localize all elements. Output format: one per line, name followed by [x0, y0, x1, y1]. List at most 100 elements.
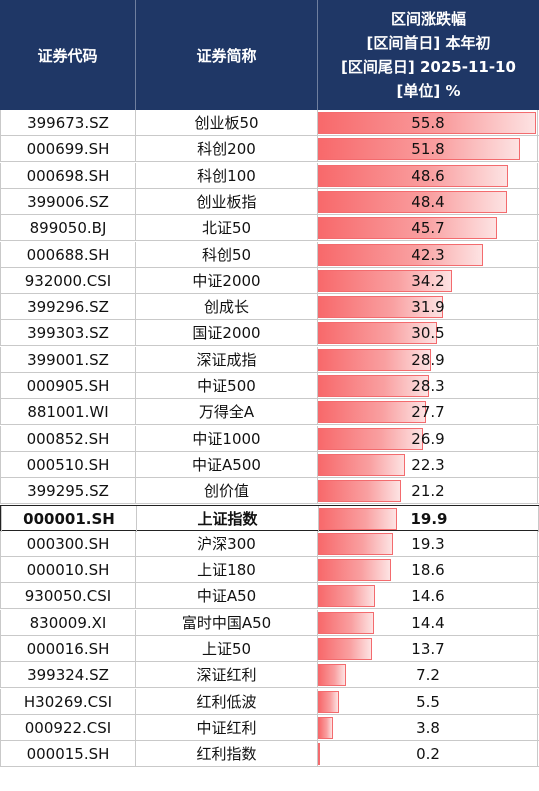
security-code: 932000.CSI [0, 267, 136, 294]
return-bar [318, 532, 394, 555]
table-row: 000922.CSI 中证红利 3.8 [0, 714, 539, 741]
table-row: 399673.SZ 创业板50 55.8 [0, 110, 539, 136]
return-cell: 42.3 [318, 241, 538, 268]
return-value: 22.3 [411, 455, 445, 474]
table-row: 000001.SH 上证指数 19.9 [0, 504, 539, 532]
security-name: 上证指数 [137, 505, 319, 532]
table-row: 930050.CSI 中证A50 14.6 [0, 583, 539, 610]
security-name: 创业板指 [136, 188, 318, 215]
return-value: 27.7 [411, 403, 445, 422]
security-code: 000510.SH [0, 451, 136, 478]
security-name: 科创200 [136, 136, 318, 163]
return-value: 18.6 [411, 561, 445, 580]
security-name: 创价值 [136, 478, 318, 505]
security-code: 399324.SZ [0, 662, 136, 689]
security-code: 000922.CSI [0, 714, 136, 741]
security-name: 深证成指 [136, 346, 318, 373]
header-value-line-3: [区间尾日] 2025-11-10 [341, 58, 516, 76]
return-cell: 27.7 [318, 399, 538, 426]
header-code: 证券代码 [0, 0, 136, 110]
security-code: 399006.SZ [0, 188, 136, 215]
return-cell: 30.5 [318, 320, 538, 347]
security-code: 899050.BJ [0, 215, 136, 242]
return-bar [318, 664, 347, 687]
security-code: 000698.SH [0, 162, 136, 189]
header-value-line-1: 区间涨跌幅 [390, 10, 466, 28]
return-cell: 14.4 [318, 609, 538, 636]
return-bar [318, 611, 375, 634]
table-row: 830009.XI 富时中国A50 14.4 [0, 609, 539, 636]
security-code: 930050.CSI [0, 583, 136, 610]
security-name: 红利低波 [136, 688, 318, 715]
return-value: 26.9 [411, 429, 445, 448]
return-cell: 19.3 [318, 530, 538, 557]
table-row: 000699.SH 科创200 51.8 [0, 136, 539, 163]
security-name: 深证红利 [136, 662, 318, 689]
return-value: 3.8 [416, 718, 440, 737]
table-row: 000015.SH 红利指数 0.2 [0, 741, 539, 768]
return-cell: 45.7 [318, 215, 538, 242]
security-name: 沪深300 [136, 530, 318, 557]
security-name: 国证2000 [136, 320, 318, 347]
security-name: 北证50 [136, 215, 318, 242]
table-row: 000300.SH 沪深300 19.3 [0, 530, 539, 557]
security-code: 000688.SH [0, 241, 136, 268]
header-value-line-2: [区间首日] 本年初 [366, 34, 491, 52]
return-bar [318, 190, 508, 213]
security-name: 创成长 [136, 294, 318, 321]
return-value: 5.5 [416, 692, 440, 711]
return-cell: 3.8 [318, 714, 538, 741]
return-bar [318, 348, 431, 371]
security-name: 中证500 [136, 373, 318, 399]
security-code: 000010.SH [0, 557, 136, 584]
return-cell: 22.3 [318, 451, 538, 478]
return-bar [318, 743, 320, 766]
return-bar [318, 322, 438, 345]
return-value: 30.5 [411, 324, 445, 343]
security-code: 881001.WI [0, 399, 136, 426]
return-value: 14.6 [411, 587, 445, 606]
return-bar [318, 138, 521, 161]
return-bar [318, 112, 536, 134]
security-name: 中证A50 [136, 583, 318, 610]
return-cell: 18.6 [318, 557, 538, 584]
return-value: 13.7 [411, 640, 445, 658]
return-cell: 31.9 [318, 294, 538, 321]
return-cell: 13.7 [318, 636, 538, 662]
table-row: 000852.SH 中证1000 26.9 [0, 425, 539, 452]
return-bar [318, 638, 372, 660]
return-cell: 55.8 [318, 110, 538, 136]
return-cell: 48.6 [318, 162, 538, 189]
return-cell: 51.8 [318, 136, 538, 163]
return-bar [318, 480, 401, 503]
return-cell: 28.3 [318, 373, 538, 399]
return-bar [319, 507, 397, 530]
return-value: 28.9 [411, 350, 445, 369]
table-row: H30269.CSI 红利低波 5.5 [0, 688, 539, 715]
table-row: 399295.SZ 创价值 21.2 [0, 478, 539, 505]
return-bar [318, 164, 508, 187]
return-value: 19.9 [410, 509, 448, 528]
table-row: 399303.SZ 国证2000 30.5 [0, 320, 539, 347]
table-row: 399296.SZ 创成长 31.9 [0, 294, 539, 321]
return-value: 0.2 [416, 745, 440, 764]
return-bar [318, 690, 340, 713]
return-cell: 48.4 [318, 188, 538, 215]
table-row: 000905.SH 中证500 28.3 [0, 373, 539, 399]
security-code: 000699.SH [0, 136, 136, 163]
security-name: 科创100 [136, 162, 318, 189]
return-value: 48.4 [411, 192, 445, 211]
table-row: 932000.CSI 中证2000 34.2 [0, 267, 539, 294]
return-cell: 14.6 [318, 583, 538, 610]
return-value: 21.2 [411, 482, 445, 501]
table-row: 000698.SH 科创100 48.6 [0, 162, 539, 189]
security-code: 000015.SH [0, 741, 136, 768]
security-code: 000300.SH [0, 530, 136, 557]
return-bar [318, 427, 424, 450]
table-row: 000010.SH 上证180 18.6 [0, 557, 539, 584]
return-bar [318, 217, 497, 240]
security-code: 000001.SH [1, 505, 137, 532]
return-value: 48.6 [411, 166, 445, 185]
header-value: 区间涨跌幅 [区间首日] 本年初 [区间尾日] 2025-11-10 [单位] … [318, 0, 539, 110]
